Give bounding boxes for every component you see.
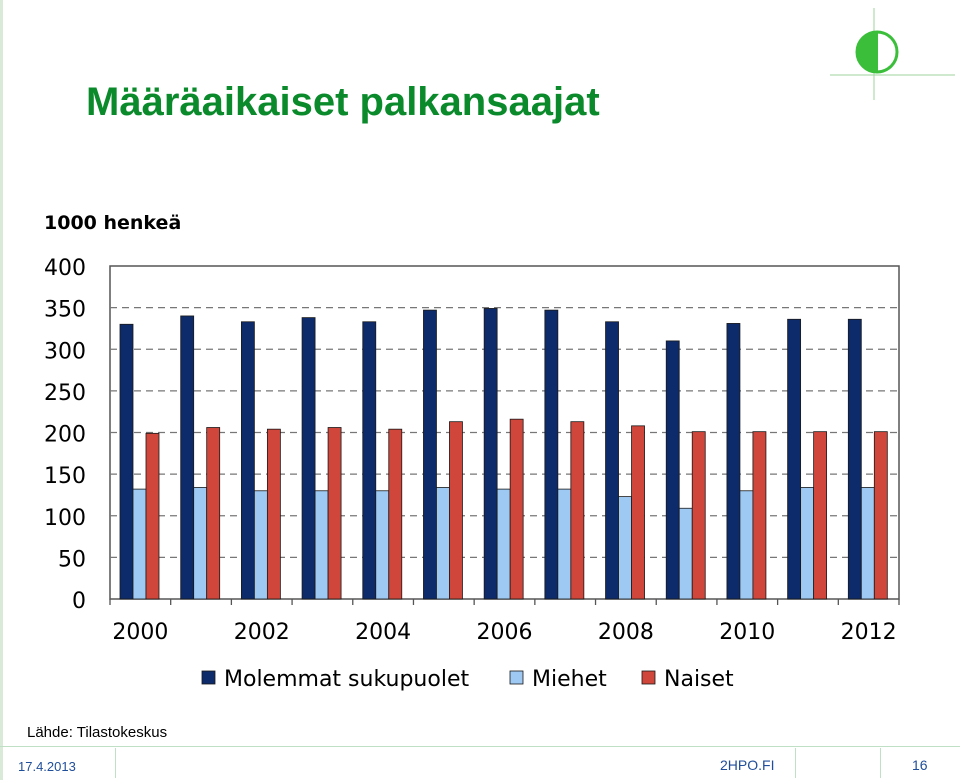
slide-title: Määräaikaiset palkansaajat: [86, 80, 600, 124]
bar-naiset: [327, 427, 342, 600]
bar-naiset: [570, 421, 585, 600]
legend-swatch: [201, 670, 216, 685]
bar-naiset: [873, 431, 888, 600]
left-border-line: [0, 0, 3, 780]
footer: 17.4.2013 2HPO.FI 16: [0, 746, 960, 780]
bar-naiset: [631, 425, 645, 600]
x-tick-label: 2012: [841, 620, 897, 645]
y-tick-label: 0: [72, 589, 86, 614]
bar-molemmat-sukupuolet: [787, 318, 802, 600]
x-tick-label: 2006: [477, 620, 533, 645]
y-tick-label: 300: [44, 339, 86, 364]
bar-miehet: [557, 488, 572, 600]
y-tick-label: 50: [58, 547, 86, 572]
y-tick-label: 250: [44, 381, 86, 406]
bar-miehet: [436, 487, 450, 600]
bar-molemmat-sukupuolet: [301, 317, 316, 600]
y-tick-label: 100: [44, 506, 86, 531]
bar-naiset: [752, 431, 767, 600]
footer-separator: [880, 748, 881, 778]
bar-molemmat-sukupuolet: [483, 308, 498, 600]
y-tick-label: 400: [44, 256, 86, 281]
bar-molemmat-sukupuolet: [362, 321, 377, 600]
y-tick-label: 200: [44, 423, 86, 448]
bar-molemmat-sukupuolet: [665, 340, 680, 600]
legend-swatch: [641, 670, 656, 685]
bar-miehet: [496, 488, 511, 600]
logo-icon: [830, 8, 955, 100]
bar-miehet: [314, 490, 329, 600]
y-tick-label: 350: [44, 298, 86, 323]
bar-miehet: [375, 490, 390, 600]
x-tick-label: 2002: [234, 620, 290, 645]
bar-naiset: [388, 428, 403, 600]
legend-label: Miehet: [532, 667, 607, 692]
bar-molemmat-sukupuolet: [119, 323, 134, 600]
footer-separator: [795, 748, 796, 778]
bar-miehet: [618, 496, 632, 600]
legend-swatch: [509, 670, 524, 685]
bar-molemmat-sukupuolet: [847, 318, 862, 600]
y-axis-label: 1000 henkeä: [44, 212, 181, 234]
bar-molemmat-sukupuolet: [726, 323, 741, 600]
bar-miehet: [132, 488, 147, 600]
x-tick-label: 2008: [598, 620, 654, 645]
bar-naiset: [509, 418, 524, 600]
footer-site: 2HPO.FI: [720, 757, 775, 773]
bar-molemmat-sukupuolet: [180, 315, 195, 600]
bar-miehet: [193, 487, 208, 600]
bar-molemmat-sukupuolet: [423, 309, 437, 600]
footer-date: 17.4.2013: [18, 759, 76, 774]
footer-divider: [0, 746, 960, 747]
legend-label: Molemmat sukupuolet: [224, 667, 469, 692]
bar-miehet: [800, 487, 815, 600]
bar-naiset: [691, 431, 706, 600]
source-note: Lähde: Tilastokeskus: [27, 724, 168, 741]
bar-miehet: [739, 490, 754, 600]
bar-miehet: [678, 507, 693, 600]
footer-separator: [115, 748, 116, 778]
y-tick-label: 150: [44, 464, 86, 489]
bar-chart: 0 50 100 150 200 250 300 350 400 1000 henkeä 2000 2…: [44, 212, 900, 692]
x-tick-label: 2000: [112, 620, 168, 645]
bar-molemmat-sukupuolet: [544, 309, 559, 600]
bar-naiset: [206, 427, 221, 600]
legend-label: Naiset: [664, 667, 734, 692]
bar-miehet: [253, 490, 268, 600]
bar-molemmat-sukupuolet: [605, 321, 619, 600]
x-tick-label: 2004: [355, 620, 411, 645]
page-number: 16: [912, 757, 928, 773]
bar-naiset: [813, 431, 828, 600]
bar-miehet: [860, 487, 875, 600]
bar-molemmat-sukupuolet: [240, 321, 255, 600]
x-tick-label: 2010: [719, 620, 775, 645]
bar-naiset: [266, 428, 281, 600]
bar-naiset: [145, 432, 160, 600]
bar-naiset: [449, 421, 463, 600]
